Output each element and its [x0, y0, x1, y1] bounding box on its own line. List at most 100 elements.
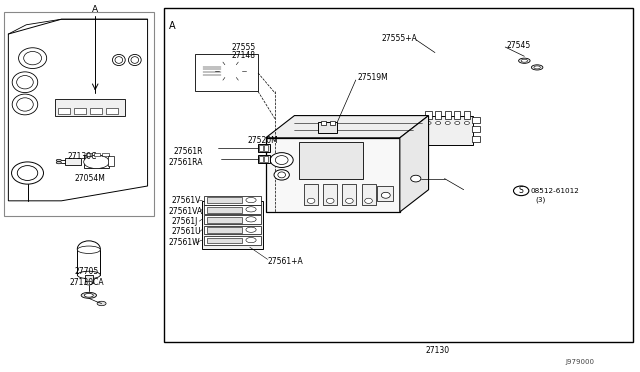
Ellipse shape: [115, 57, 123, 63]
Polygon shape: [266, 116, 429, 138]
Ellipse shape: [307, 198, 315, 203]
Bar: [55, 99, 125, 116]
Bar: [426, 111, 432, 119]
Bar: [94, 153, 100, 156]
Bar: [77, 250, 100, 275]
Ellipse shape: [84, 155, 109, 169]
Polygon shape: [8, 19, 148, 201]
Bar: [472, 126, 479, 132]
Ellipse shape: [131, 57, 139, 63]
Ellipse shape: [17, 98, 33, 111]
Text: 27561W: 27561W: [168, 238, 200, 247]
Bar: [202, 64, 222, 78]
Bar: [266, 138, 400, 212]
Ellipse shape: [436, 122, 441, 125]
Bar: [207, 227, 242, 233]
Bar: [472, 117, 479, 123]
Ellipse shape: [246, 237, 256, 243]
Text: 27520M: 27520M: [248, 136, 278, 145]
Text: S: S: [519, 186, 524, 195]
Text: A: A: [169, 21, 175, 31]
Ellipse shape: [12, 162, 44, 184]
Bar: [464, 111, 470, 119]
Ellipse shape: [274, 170, 289, 180]
Bar: [204, 236, 260, 244]
Ellipse shape: [270, 153, 293, 167]
Ellipse shape: [246, 198, 256, 203]
Ellipse shape: [426, 122, 431, 125]
Text: 27561VA: 27561VA: [168, 207, 202, 216]
Bar: [259, 156, 263, 162]
Text: 27555+A: 27555+A: [381, 34, 417, 43]
Ellipse shape: [202, 75, 222, 82]
Ellipse shape: [521, 59, 527, 62]
Bar: [106, 108, 118, 115]
Text: 27545: 27545: [506, 41, 531, 51]
Text: 27561R: 27561R: [173, 147, 203, 156]
Ellipse shape: [113, 54, 125, 65]
Text: 27519M: 27519M: [357, 73, 388, 82]
Text: 27561V: 27561V: [172, 196, 200, 205]
Text: 27130CA: 27130CA: [69, 278, 104, 287]
Bar: [207, 237, 242, 243]
Text: J979000: J979000: [566, 359, 595, 365]
Bar: [258, 144, 269, 152]
Text: 27561U: 27561U: [172, 227, 201, 237]
Text: A: A: [92, 5, 99, 14]
Text: 27561J: 27561J: [172, 217, 198, 226]
Ellipse shape: [12, 94, 38, 115]
Bar: [195, 54, 258, 92]
Bar: [86, 153, 92, 156]
Bar: [90, 108, 102, 115]
Bar: [445, 111, 451, 119]
Text: 08512-61012: 08512-61012: [530, 188, 579, 194]
Text: 27054M: 27054M: [74, 174, 105, 183]
Bar: [258, 155, 269, 163]
Ellipse shape: [278, 172, 285, 178]
Ellipse shape: [206, 55, 255, 87]
Bar: [330, 121, 335, 125]
Ellipse shape: [246, 207, 256, 212]
Text: 27561RA: 27561RA: [169, 158, 203, 167]
Ellipse shape: [455, 122, 460, 125]
Bar: [323, 184, 337, 205]
Bar: [108, 156, 115, 166]
Ellipse shape: [326, 198, 334, 203]
Ellipse shape: [246, 227, 256, 232]
Bar: [318, 122, 337, 134]
Bar: [204, 226, 260, 234]
Bar: [164, 8, 633, 341]
Bar: [204, 196, 260, 205]
Ellipse shape: [346, 198, 353, 203]
Bar: [58, 108, 70, 115]
Text: (3): (3): [536, 196, 546, 203]
Ellipse shape: [411, 175, 421, 182]
Bar: [264, 145, 268, 151]
Ellipse shape: [365, 198, 372, 203]
Bar: [304, 184, 318, 205]
Text: 27705: 27705: [74, 267, 99, 276]
Text: 27130: 27130: [426, 346, 449, 355]
Polygon shape: [400, 116, 429, 212]
Bar: [4, 12, 154, 216]
Ellipse shape: [12, 72, 38, 93]
Ellipse shape: [531, 65, 543, 70]
Ellipse shape: [465, 122, 469, 125]
Text: 27148: 27148: [232, 51, 256, 60]
Ellipse shape: [97, 301, 106, 306]
Bar: [435, 111, 442, 119]
Ellipse shape: [246, 217, 256, 222]
Text: 27561+A: 27561+A: [268, 257, 303, 266]
Bar: [207, 198, 242, 203]
Bar: [65, 158, 81, 164]
Ellipse shape: [17, 76, 33, 89]
Ellipse shape: [518, 58, 530, 63]
Ellipse shape: [17, 166, 38, 180]
Ellipse shape: [381, 192, 390, 198]
Bar: [454, 111, 461, 119]
Ellipse shape: [81, 292, 97, 298]
Ellipse shape: [224, 67, 237, 76]
Ellipse shape: [77, 241, 100, 257]
Ellipse shape: [77, 271, 100, 279]
Ellipse shape: [77, 246, 100, 253]
